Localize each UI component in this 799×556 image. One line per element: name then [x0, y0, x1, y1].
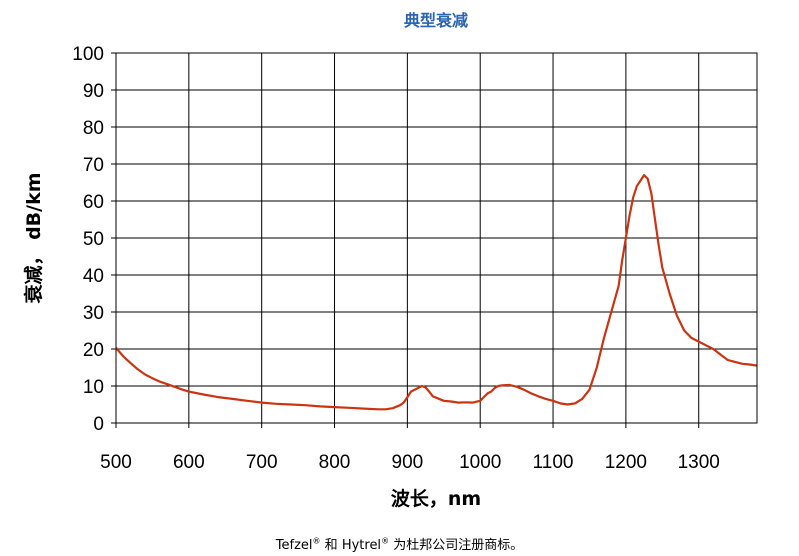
y-tick-label: 90: [83, 81, 104, 102]
y-tick-label: 0: [93, 414, 104, 435]
y-tick-label: 100: [72, 44, 104, 65]
x-axis-ticks: 500 600 700 800 900 1000 1100 1200 1300: [100, 452, 720, 473]
x-tick-label: 1200: [605, 452, 647, 473]
footnote-brand-hytrel: Hytrel: [341, 538, 382, 553]
y-tick-label: 70: [83, 155, 104, 176]
attenuation-line-0: [115, 174, 758, 411]
footnote-text: 为杜邦公司注册商标。: [389, 538, 524, 553]
plot-border: [115, 52, 758, 424]
y-tick-label: 20: [83, 340, 104, 361]
y-tick-label: 50: [83, 229, 104, 250]
y-axis-label: 衰减， dB/km: [22, 172, 45, 304]
x-tick-label: 800: [319, 452, 351, 473]
x-tick-label: 600: [173, 452, 205, 473]
x-tick-label: 700: [246, 452, 278, 473]
registered-mark: ®: [381, 536, 390, 546]
footnote-and: 和: [320, 538, 342, 553]
y-tick-label: 10: [83, 377, 104, 398]
x-tick-label: 1300: [678, 452, 720, 473]
y-axis-ticks: 0 10 20 30 40 50 60 70 80 90 100: [72, 44, 104, 435]
x-tick-label: 900: [392, 452, 424, 473]
y-tick-label: 60: [83, 192, 104, 213]
x-axis-label: 波长，nm: [391, 487, 481, 510]
x-tick-label: 1000: [459, 452, 501, 473]
chart-title: 典型衰减: [404, 11, 468, 30]
y-tick-label: 40: [83, 266, 104, 287]
y-tick-label: 30: [83, 303, 104, 324]
footnote-brand-tefzel: Tefzel: [275, 538, 313, 553]
attenuation-chart: 典型衰减 500 600 700 800 900 1000 1100 1200 1300 0 10…: [22, 11, 758, 510]
x-tick-label: 500: [100, 452, 132, 473]
registered-mark: ®: [312, 536, 321, 546]
chart-series: [115, 174, 758, 411]
trademark-footnote: Tefzel® 和 Hytrel® 为杜邦公司注册商标。: [0, 534, 799, 553]
y-tick-label: 80: [83, 118, 104, 139]
chart-grid: [111, 52, 757, 428]
x-tick-label: 1100: [533, 452, 574, 473]
